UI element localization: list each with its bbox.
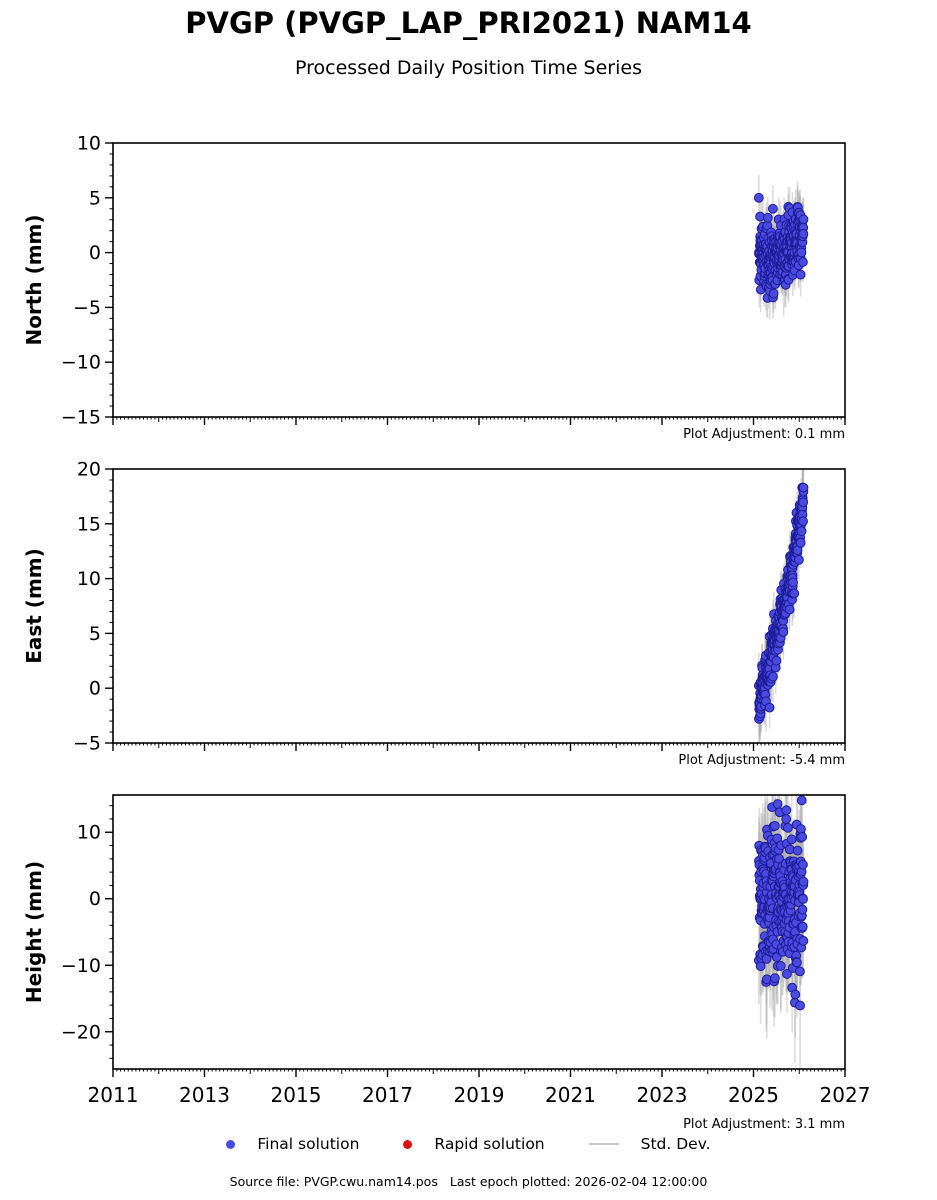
legend-item-rapid: Rapid solution — [403, 1135, 545, 1153]
stddev-line-icon — [588, 1143, 619, 1145]
x-tick-label: 2025 — [728, 1083, 779, 1107]
y-tick-label: −5 — [73, 733, 101, 755]
y-tick-label: −15 — [61, 407, 101, 429]
north-plot-adjustment: Plot Adjustment: 0.1 mm — [683, 427, 845, 442]
east-axis-label: East (mm) — [22, 548, 46, 664]
y-tick-label: 0 — [89, 888, 101, 910]
last-epoch-label: Last epoch plotted: 2026-02-04 12:00:00 — [449, 1174, 708, 1189]
legend-label-final: Final solution — [257, 1135, 360, 1153]
y-tick-label: 20 — [77, 459, 101, 481]
subplot-north: 10 5 0 −5 −10 −15 — [61, 133, 846, 429]
x-tick-label: 2013 — [179, 1083, 230, 1107]
y-tick-label: −10 — [61, 955, 101, 977]
legend: Final solution Rapid solution Std. Dev. — [0, 1135, 937, 1153]
x-tick-label: 2015 — [271, 1083, 322, 1107]
source-file-label: Source file: PVGP.cwu.nam14.pos — [229, 1174, 438, 1189]
legend-label-stddev: Std. Dev. — [640, 1135, 711, 1153]
final-solution-points — [753, 482, 809, 724]
x-tick-label: 2011 — [88, 1083, 139, 1107]
final-solution-points — [753, 795, 809, 1011]
height-axis-label: Height (mm) — [22, 860, 46, 1004]
final-solution-dot-icon — [226, 1139, 236, 1149]
legend-label-rapid: Rapid solution — [434, 1135, 545, 1153]
y-tick-label: 10 — [77, 568, 101, 590]
y-tick-label: −10 — [61, 352, 101, 374]
page-subtitle: Processed Daily Position Time Series — [295, 57, 642, 79]
y-tick-label: 10 — [77, 822, 101, 844]
east-plot-adjustment: Plot Adjustment: -5.4 mm — [678, 753, 845, 768]
y-tick-label: 10 — [77, 133, 101, 155]
page-title: PVGP (PVGP_LAP_PRI2021) NAM14 — [185, 6, 752, 40]
y-tick-label: 5 — [89, 187, 101, 209]
final-solution-points — [753, 192, 809, 303]
y-tick-label: −5 — [73, 297, 101, 319]
legend-item-stddev: Std. Dev. — [588, 1135, 711, 1153]
x-tick-label: 2021 — [545, 1083, 596, 1107]
y-tick-label: −20 — [61, 1021, 101, 1043]
y-tick-label: 15 — [77, 513, 101, 535]
y-tick-label: 0 — [89, 242, 101, 264]
north-axis-label: North (mm) — [22, 214, 46, 346]
legend-item-final: Final solution — [226, 1135, 359, 1153]
subplot-east: 20 15 10 5 0 −5 — [73, 459, 846, 755]
y-tick-label: 0 — [89, 678, 101, 700]
y-tick-label: 5 — [89, 623, 101, 645]
footer: Source file: PVGP.cwu.nam14.pos Last epo… — [0, 1174, 937, 1189]
x-tick-label: 2019 — [454, 1083, 505, 1107]
rapid-solution-dot-icon — [403, 1139, 413, 1149]
subplot-height: 2011 2013 2015 2017 2019 2021 2023 2025 2027 10 0 −… — [61, 794, 871, 1107]
x-tick-label: 2023 — [637, 1083, 688, 1107]
x-tick-label: 2027 — [820, 1083, 871, 1107]
height-plot-adjustment: Plot Adjustment: 3.1 mm — [683, 1117, 845, 1132]
x-tick-label: 2017 — [362, 1083, 413, 1107]
